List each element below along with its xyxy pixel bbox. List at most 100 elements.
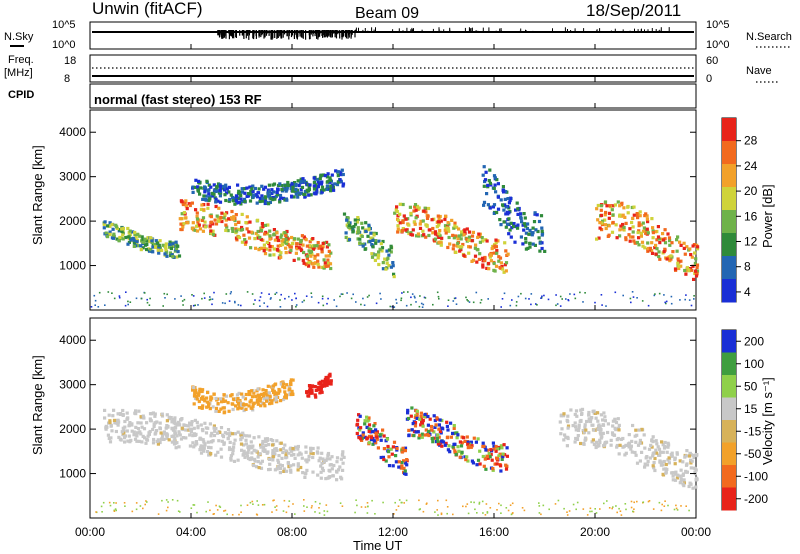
heatmap-cell [466, 442, 470, 446]
heatmap-cell [145, 247, 149, 252]
heatmap-cell [176, 244, 180, 248]
heatmap-cell [260, 459, 264, 463]
heatmap-cell [166, 425, 170, 429]
heatmap-cell [182, 211, 186, 215]
heatmap-cell [294, 513, 296, 515]
heatmap-cell [336, 174, 340, 178]
heatmap-cell [471, 230, 475, 234]
heatmap-cell [379, 455, 383, 460]
heatmap-cell [587, 417, 591, 421]
heatmap-cell [229, 458, 233, 462]
heatmap-cell [316, 446, 320, 450]
heatmap-cell [114, 508, 117, 510]
heatmap-cell [622, 206, 626, 210]
heatmap-cell [116, 423, 120, 427]
heatmap-cell [622, 294, 624, 297]
heatmap-cell [209, 298, 212, 301]
heatmap-cell [452, 426, 456, 430]
heatmap-cell [646, 241, 650, 245]
heatmap-cell [108, 221, 112, 225]
heatmap-cell [420, 421, 425, 425]
heatmap-cell [245, 227, 249, 231]
heatmap-cell [130, 423, 134, 427]
heatmap-cell [132, 430, 136, 434]
heatmap-cell [589, 510, 591, 513]
heatmap-cell [604, 210, 608, 215]
heatmap-cell [587, 413, 591, 417]
heatmap-cell [503, 197, 507, 201]
heatmap-cell [257, 187, 261, 191]
heatmap-cell [171, 417, 175, 422]
colorbar-tick-label: -15 [744, 424, 762, 438]
colorbar-segment [722, 210, 736, 234]
heatmap-cell [268, 402, 272, 406]
heatmap-cell [440, 444, 444, 448]
heatmap-cell [665, 467, 669, 471]
heatmap-cell [326, 476, 330, 480]
heatmap-cell [492, 261, 496, 266]
heatmap-cell [161, 243, 165, 247]
heatmap-cell [631, 225, 635, 229]
heatmap-cell [165, 419, 169, 423]
heatmap-cell [403, 446, 408, 450]
heatmap-cell [608, 507, 611, 509]
heatmap-cell [207, 453, 211, 457]
heatmap-cell [566, 435, 570, 439]
heatmap-cell [565, 418, 569, 422]
heatmap-cell [285, 383, 289, 387]
heatmap-cell [405, 463, 409, 467]
heatmap-cell [318, 512, 321, 514]
heatmap-cell [400, 450, 404, 454]
heatmap-cell [289, 464, 293, 468]
heatmap-cell [629, 297, 632, 300]
heatmap-cell [167, 415, 171, 419]
heatmap-cell [197, 406, 202, 410]
heatmap-cell [466, 503, 469, 505]
heatmap-cell [310, 292, 313, 294]
heatmap-cell [231, 229, 235, 233]
heatmap-cell [200, 203, 204, 207]
heatmap-cell [319, 476, 323, 480]
heatmap-cell [511, 299, 513, 301]
heatmap-cell [590, 440, 594, 444]
heatmap-cell [677, 266, 681, 271]
heatmap-cell [559, 305, 562, 307]
heatmap-cell [648, 456, 652, 460]
heatmap-cell [412, 209, 416, 213]
heatmap-cell [115, 509, 117, 512]
heatmap-cell [192, 394, 197, 398]
heatmap-cell [279, 299, 281, 301]
heatmap-cell [676, 473, 680, 477]
heatmap-cell [292, 195, 296, 199]
heatmap-cell [279, 235, 283, 239]
heatmap-cell [249, 398, 253, 402]
heatmap-cell [389, 250, 393, 254]
heatmap-cell [649, 443, 653, 447]
heatmap-cell [402, 471, 407, 476]
heatmap-cell [139, 415, 143, 419]
heatmap-cell [516, 212, 520, 216]
heatmap-cell [601, 304, 603, 306]
heatmap-cell [374, 231, 378, 236]
heatmap-cell [254, 394, 258, 399]
heatmap-cell [576, 434, 580, 438]
heatmap-cell [538, 249, 542, 253]
heatmap-cell [685, 505, 687, 507]
heatmap-cell [620, 514, 623, 516]
heatmap-cell [619, 510, 622, 512]
heatmap-cell [648, 246, 652, 250]
heatmap-cell [690, 459, 694, 463]
heatmap-cell [163, 252, 167, 256]
heatmap-cell [193, 396, 198, 400]
heatmap-cell [540, 246, 544, 251]
heatmap-cell [239, 434, 243, 438]
heatmap-cell [425, 433, 430, 437]
heatmap-cell [674, 472, 678, 476]
heatmap-cell [141, 414, 145, 418]
heatmap-cell [432, 303, 434, 306]
heatmap-cell [319, 464, 323, 468]
heatmap-cell [467, 445, 471, 449]
heatmap-cell [275, 509, 278, 511]
heatmap-cell [414, 430, 418, 434]
heatmap-cell [353, 218, 357, 222]
